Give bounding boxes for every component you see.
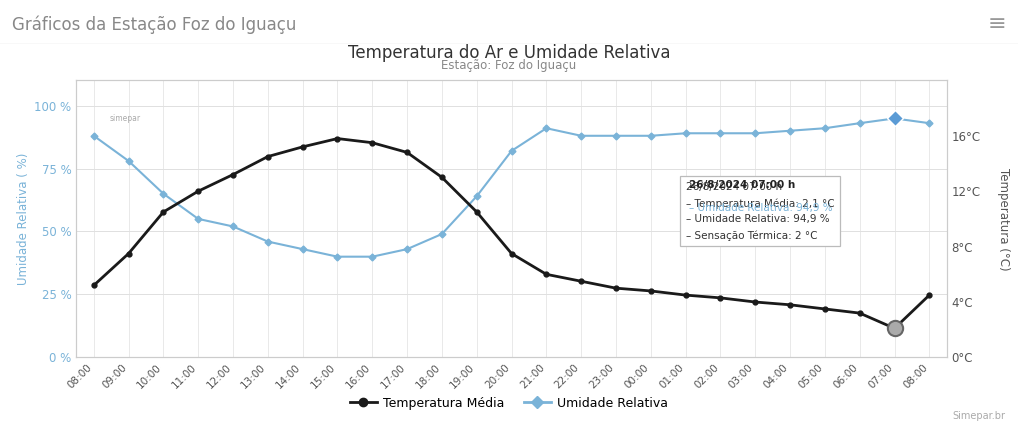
Text: simepar: simepar — [110, 114, 142, 123]
Text: 26/8/2024 07:00 h: 26/8/2024 07:00 h — [689, 180, 795, 190]
Text: Gráficos da Estação Foz do Iguaçu: Gráficos da Estação Foz do Iguaçu — [12, 15, 296, 34]
Text: Temperatura do Ar e Umidade Relativa: Temperatura do Ar e Umidade Relativa — [348, 44, 670, 62]
Y-axis label: Umidade Relativa ( %): Umidade Relativa ( %) — [17, 153, 31, 285]
Y-axis label: Temperatura (°C): Temperatura (°C) — [998, 168, 1011, 270]
Text: 26/8/2024 07:00 h
– Temperatura Média: 2,1 °C
– Umidade Relativa: 94,9 %
– Sensa: 26/8/2024 07:00 h – Temperatura Média: 2… — [685, 182, 834, 241]
Legend: Temperatura Média, Umidade Relativa: Temperatura Média, Umidade Relativa — [345, 392, 673, 415]
Text: ≡: ≡ — [987, 14, 1006, 34]
Text: Estação: Foz do Iguaçu: Estação: Foz do Iguaçu — [442, 59, 576, 72]
Text: – Umidade Relativa: 94,9 %: – Umidade Relativa: 94,9 % — [689, 203, 833, 213]
Text: Simepar.br: Simepar.br — [953, 411, 1006, 421]
